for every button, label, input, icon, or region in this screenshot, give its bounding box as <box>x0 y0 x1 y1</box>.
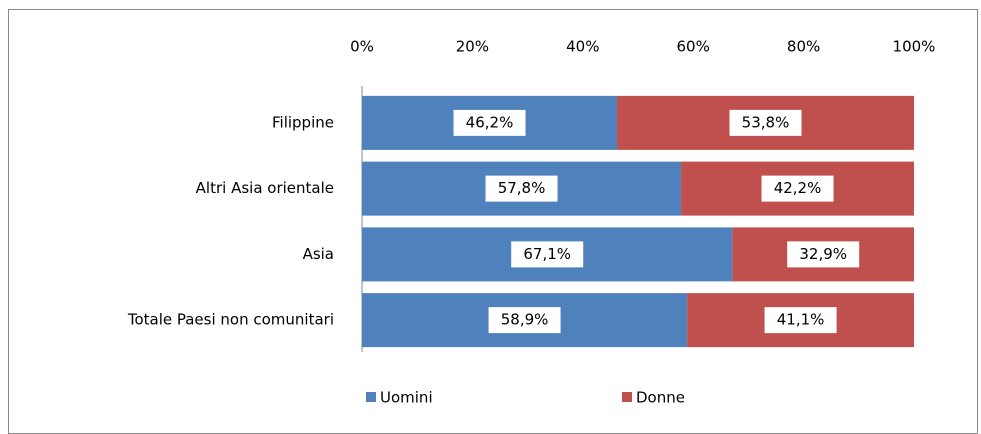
category-label: Totale Paesi non comunitari <box>127 311 334 329</box>
value-label: 46,2% <box>466 113 514 131</box>
chart-frame <box>8 9 978 434</box>
value-label: 57,8% <box>498 179 546 197</box>
value-label: 58,9% <box>501 311 549 329</box>
category-label: Asia <box>303 245 334 263</box>
value-label-box <box>485 175 558 202</box>
category-label: Filippine <box>272 113 334 131</box>
value-label-box <box>787 241 860 268</box>
value-label-box <box>764 307 837 334</box>
value-label-box <box>729 109 802 136</box>
category-label: Altri Asia orientale <box>196 179 334 197</box>
legend-swatch <box>622 392 632 402</box>
value-label: 41,1% <box>777 311 825 329</box>
x-tick-label: 40% <box>566 38 599 56</box>
x-tick-label: 0% <box>350 38 374 56</box>
value-label-box <box>761 175 834 202</box>
x-tick-label: 60% <box>677 38 710 56</box>
value-label: 42,2% <box>774 179 822 197</box>
x-tick-label: 20% <box>456 38 489 56</box>
value-label: 67,1% <box>523 245 571 263</box>
legend-swatch <box>366 392 376 402</box>
value-label: 32,9% <box>799 245 847 263</box>
x-tick-label: 80% <box>787 38 820 56</box>
x-tick-label: 100% <box>893 38 936 56</box>
legend-label: Donne <box>636 389 685 407</box>
value-label: 53,8% <box>742 113 790 131</box>
value-label-box <box>488 307 561 334</box>
value-label-box <box>511 241 584 268</box>
legend-label: Uomini <box>380 389 433 407</box>
value-label-box <box>453 109 526 136</box>
